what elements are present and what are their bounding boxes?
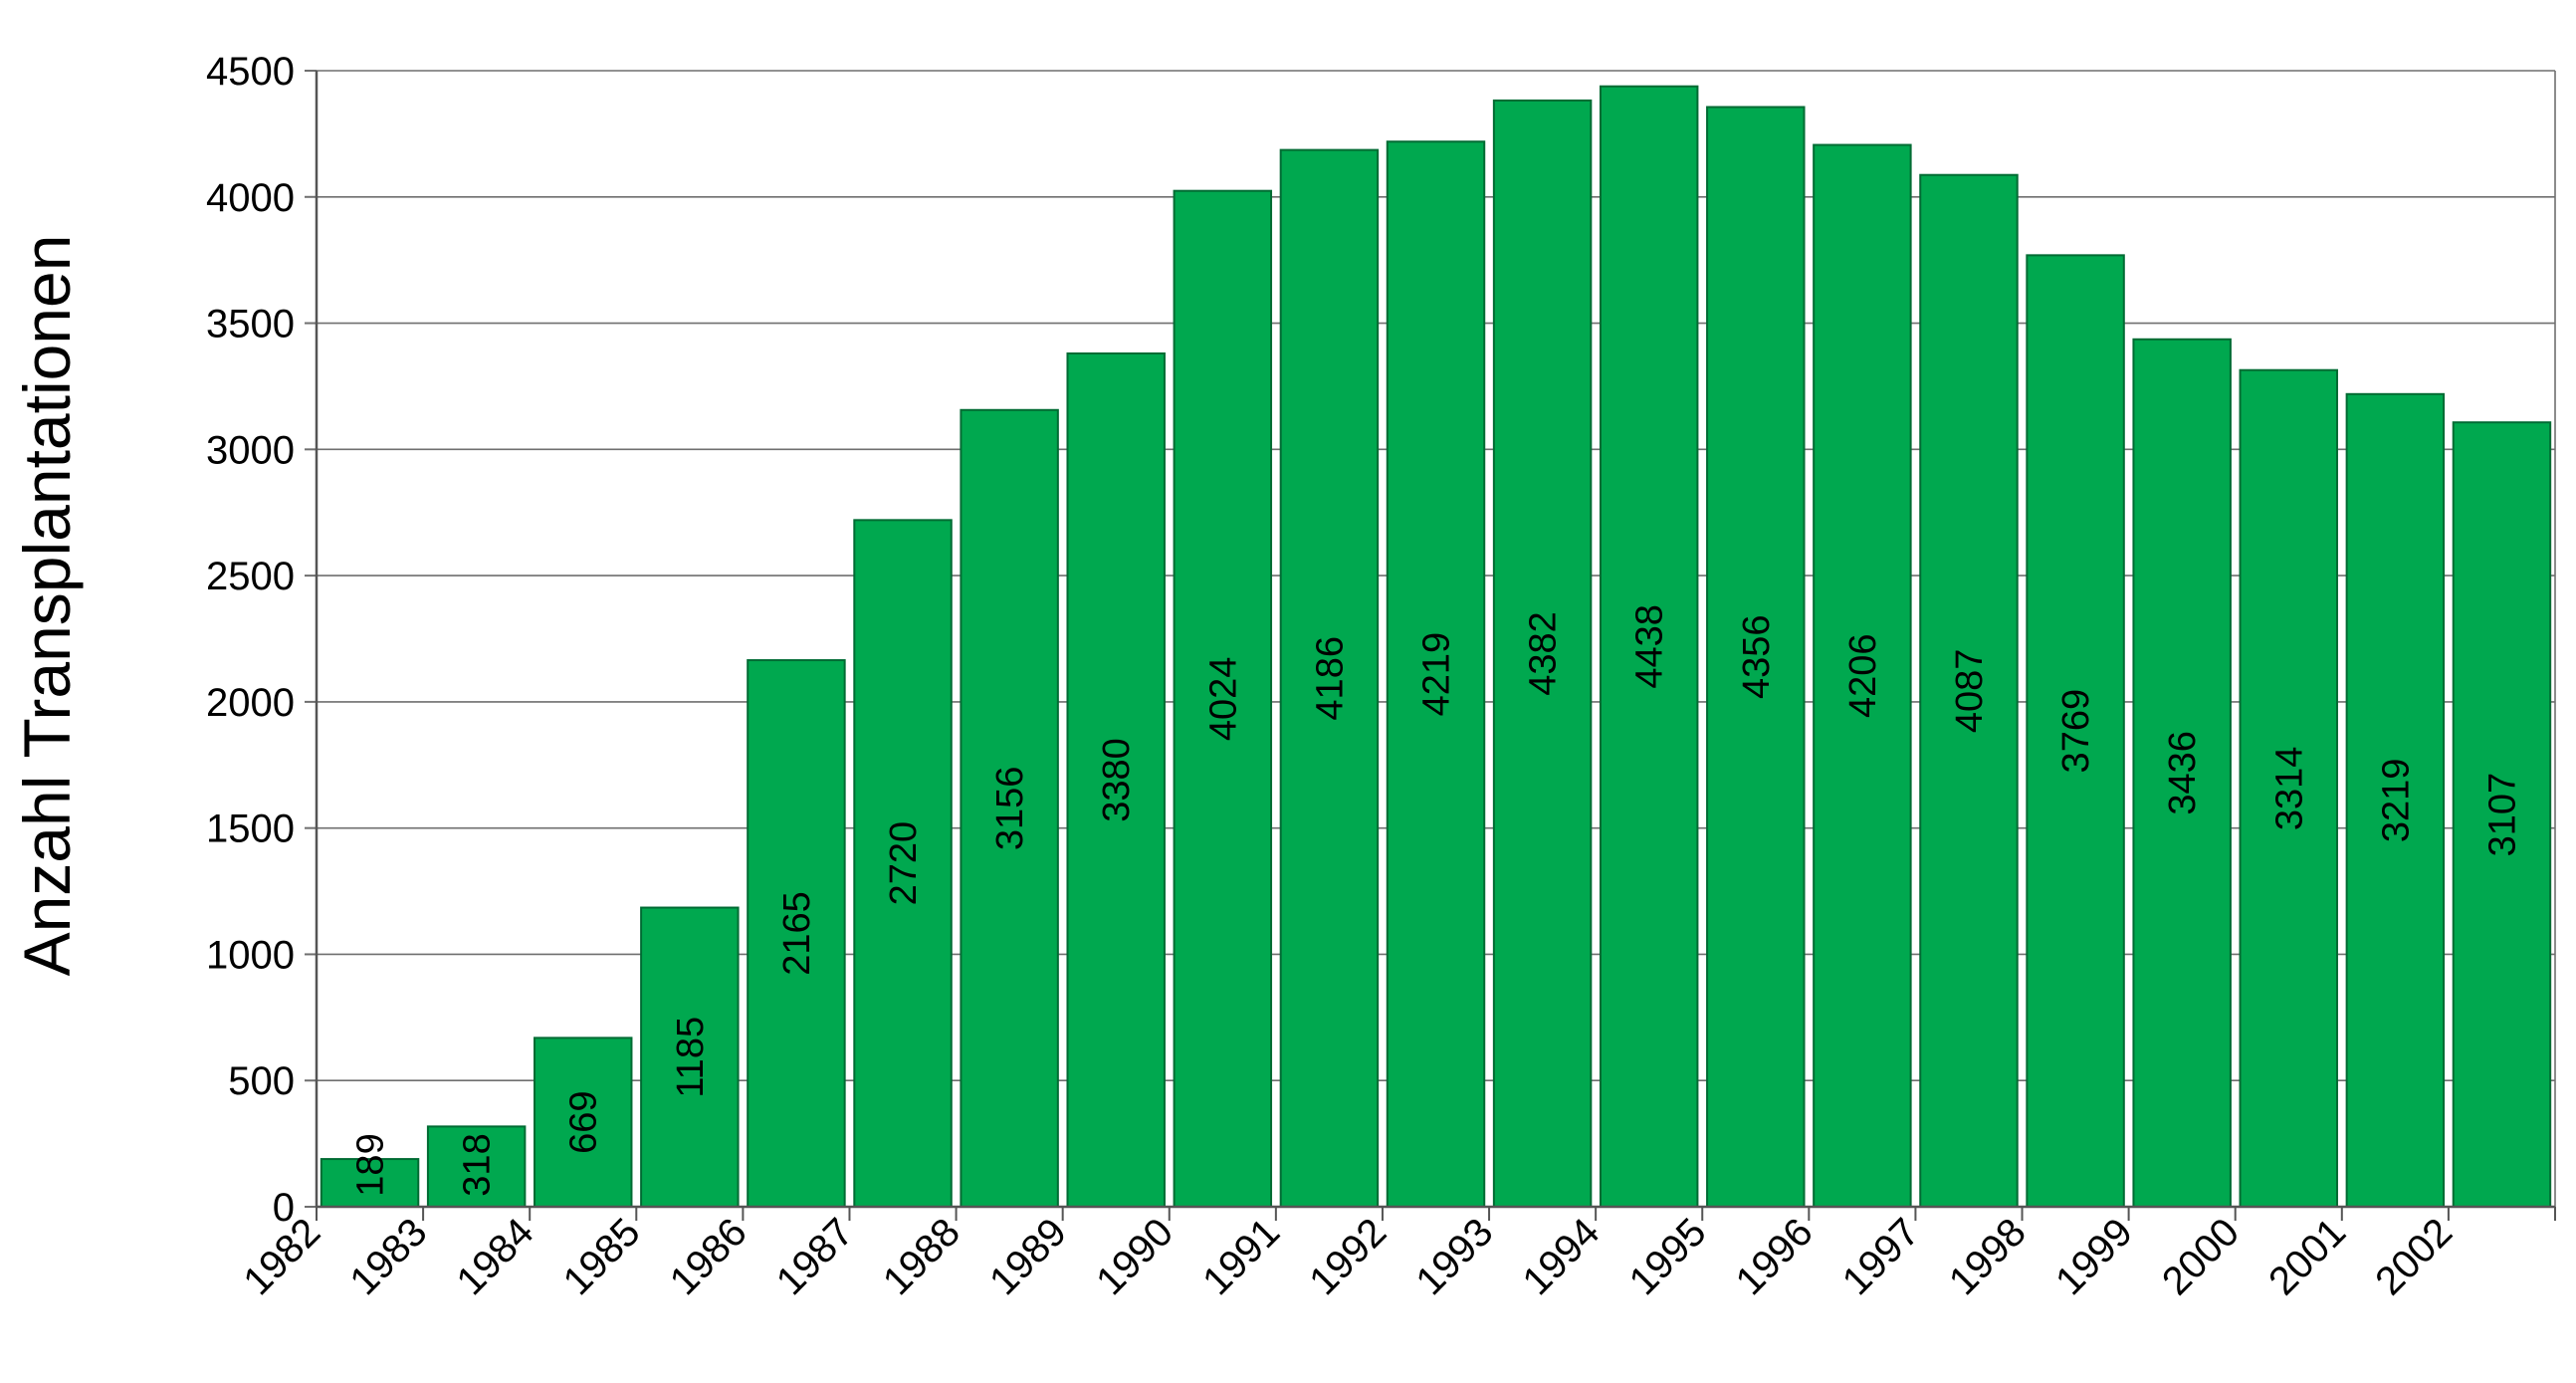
bar-1991 [1279, 148, 1380, 1208]
y-tick-label: 1500 [206, 807, 295, 851]
x-tick-label: 1997 [1834, 1210, 1928, 1303]
bar-1993 [1492, 99, 1593, 1208]
data-label-1993: 4382 [1523, 611, 1565, 696]
x-tick-label: 1987 [768, 1210, 862, 1303]
x-tick-label: 2002 [2367, 1210, 2461, 1303]
x-tick-label: 1993 [1407, 1210, 1501, 1303]
bar-1998 [2026, 254, 2125, 1208]
data-label-1983: 318 [457, 1133, 499, 1196]
data-label-1990: 4024 [1202, 657, 1244, 742]
data-label-1986: 2165 [776, 891, 818, 976]
data-label-1987: 2720 [883, 821, 925, 906]
y-axis-title: Anzahl Transplantationen [10, 235, 84, 977]
y-tick-label: 2000 [206, 681, 295, 725]
y-tick-label: 3000 [206, 428, 295, 472]
y-tick-label: 3500 [206, 303, 295, 346]
axes [305, 70, 2556, 1221]
x-tick-label: 1990 [1088, 1210, 1181, 1303]
data-label-1989: 3380 [1096, 738, 1138, 822]
y-tick-label: 2500 [206, 555, 295, 598]
x-tick-label: 1983 [341, 1210, 435, 1303]
x-tick-labels: 1982 1983 1984 1985 1986 1987 1988 1989 1990 1991… [235, 1210, 2461, 1303]
y-tick-label: 4500 [206, 50, 295, 94]
x-tick-label: 1996 [1728, 1210, 1822, 1303]
data-label-1991: 4186 [1309, 636, 1351, 721]
x-tick-label: 1986 [662, 1210, 755, 1303]
data-label-1998: 3769 [2055, 689, 2097, 774]
y-tick-label: 4000 [206, 176, 295, 220]
x-tick-label: 1989 [981, 1210, 1075, 1303]
bar-1990 [1173, 189, 1273, 1208]
data-label-2001: 3219 [2375, 759, 2417, 843]
y-tick-labels: 0 500 1000 1500 2000 2500 3000 3500 4000 4500 [206, 50, 295, 1230]
bar-1992 [1386, 140, 1486, 1208]
x-tick-label: 2001 [2260, 1210, 2354, 1303]
data-label-1999: 3436 [2162, 731, 2204, 815]
data-label-1988: 3156 [989, 767, 1031, 851]
bar-1999 [2132, 338, 2232, 1209]
x-tick-label: 1992 [1301, 1210, 1395, 1303]
bars [320, 85, 2552, 1209]
bar-2001 [2345, 392, 2446, 1208]
data-labels: 189 318 669 1185 2165 2720 3156 3380 4024 4186 421… [350, 604, 2524, 1197]
data-label-1985: 1185 [670, 1017, 712, 1098]
x-tick-label: 1991 [1194, 1210, 1288, 1303]
data-label-1992: 4219 [1416, 632, 1458, 717]
bar-1988 [960, 408, 1059, 1208]
data-label-1995: 4356 [1736, 614, 1778, 699]
x-tick-label: 2000 [2154, 1210, 2248, 1303]
bar-1996 [1813, 143, 1912, 1209]
data-label-1994: 4438 [1629, 604, 1671, 689]
x-tick-label: 1999 [2047, 1210, 2141, 1303]
x-tick-label: 1984 [449, 1210, 542, 1303]
data-label-1982: 189 [350, 1133, 392, 1196]
bar-2000 [2239, 368, 2338, 1208]
x-tick-label: 1988 [875, 1210, 968, 1303]
x-tick-label: 1994 [1514, 1210, 1608, 1303]
bar-1982 [320, 1158, 420, 1209]
x-tick-label: 1985 [555, 1210, 649, 1303]
y-tick-label: 1000 [206, 933, 295, 977]
bar-2002 [2452, 421, 2552, 1208]
x-tick-label: 1998 [1941, 1210, 2035, 1303]
bar-1989 [1066, 351, 1166, 1208]
bar-1995 [1706, 106, 1806, 1209]
data-label-1996: 4206 [1842, 633, 1884, 718]
data-label-1984: 669 [563, 1090, 605, 1153]
data-label-2002: 3107 [2481, 773, 2523, 857]
data-label-1997: 4087 [1949, 649, 1991, 734]
data-label-2000: 3314 [2268, 747, 2310, 831]
y-tick-label: 0 [273, 1186, 295, 1230]
bar-1987 [853, 519, 953, 1208]
bar-1994 [1599, 85, 1699, 1208]
x-tick-label: 1995 [1621, 1210, 1715, 1303]
y-tick-label: 500 [228, 1059, 295, 1103]
bar-1997 [1919, 173, 2019, 1209]
